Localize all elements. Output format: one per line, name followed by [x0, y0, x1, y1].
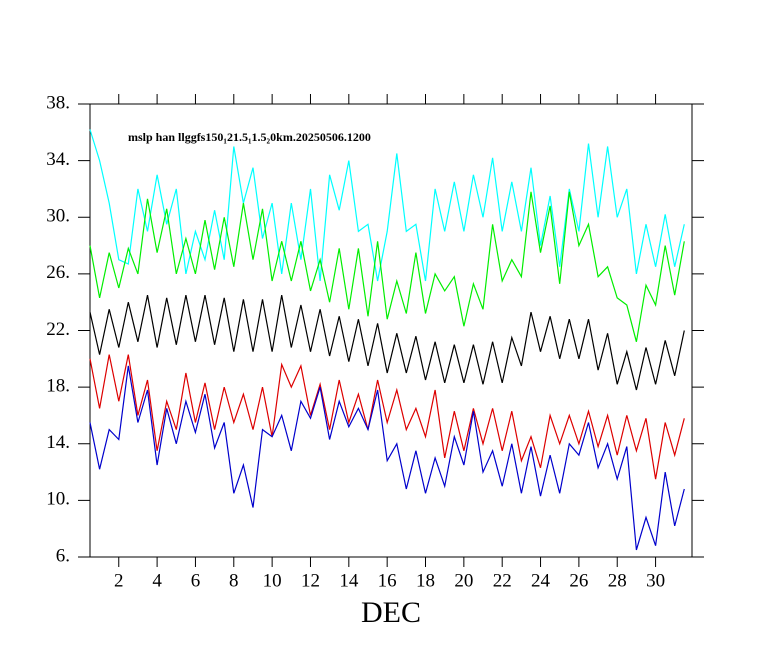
series-line — [89, 365, 685, 551]
y-tick-label: 14. — [46, 432, 70, 453]
series-line — [89, 294, 685, 391]
x-tick-label: 24 — [531, 570, 551, 591]
y-tick-label: 30. — [46, 206, 70, 227]
series-line — [89, 354, 685, 480]
x-tick-label: 2 — [114, 570, 124, 591]
x-tick-label: 16 — [378, 570, 397, 591]
x-tick-label: 14 — [339, 570, 359, 591]
x-tick-label: 30 — [646, 570, 665, 591]
y-tick-label: 22. — [46, 319, 70, 340]
x-tick-label: 26 — [569, 570, 588, 591]
y-tick-label: 38. — [46, 92, 70, 113]
chart-title: mslp han llggfs150₁21.5₁1.5₂0km.20250506… — [128, 130, 371, 144]
x-tick-label: 4 — [152, 570, 162, 591]
series-line — [89, 191, 685, 342]
x-tick-label: 10 — [263, 570, 282, 591]
y-tick-label: 6. — [56, 545, 70, 566]
y-tick-label: 34. — [46, 149, 70, 170]
x-axis-label: DEC — [361, 596, 421, 629]
y-tick-label: 26. — [46, 262, 70, 283]
x-tick-label: 6 — [191, 570, 201, 591]
plot-frame — [89, 103, 693, 558]
x-tick-label: 12 — [301, 570, 320, 591]
x-tick-label: 8 — [229, 570, 239, 591]
x-tick-label: 28 — [608, 570, 627, 591]
x-tick-label: 22 — [493, 570, 512, 591]
y-tick-label: 10. — [46, 489, 70, 510]
series-line — [89, 129, 685, 282]
x-tick-label: 20 — [454, 570, 473, 591]
y-tick-label: 18. — [46, 375, 70, 396]
x-tick-label: 18 — [416, 570, 435, 591]
